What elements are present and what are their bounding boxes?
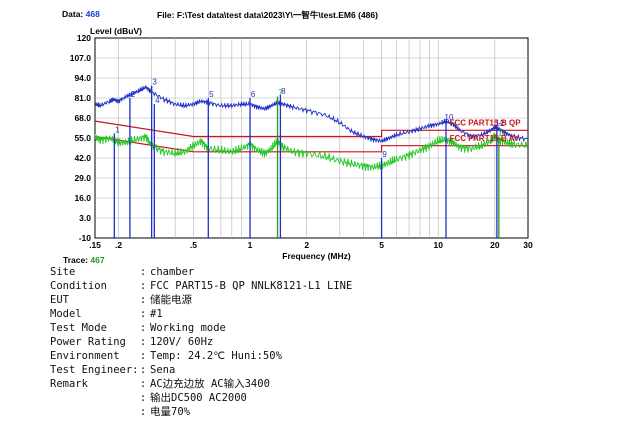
- file-label: File:: [157, 10, 175, 20]
- marker-label: 5: [209, 90, 214, 99]
- info-key: Environment: [50, 350, 120, 362]
- info-row: Condition: FCC PART15-B QP NNLK8121-L1 LI…: [50, 279, 352, 293]
- info-row: EUT: 储能电源: [50, 293, 352, 307]
- info-row: Test Engineer:: Sena: [50, 363, 352, 377]
- info-key: [50, 391, 136, 405]
- info-value: Working mode: [150, 322, 226, 334]
- limit-line: [94, 120, 528, 138]
- marker-label: 1: [115, 125, 120, 134]
- data-series-line: [95, 132, 528, 172]
- info-key: Condition: [50, 280, 107, 292]
- info-row: Power Rating:120V/ 60Hz: [50, 335, 352, 349]
- y-tick-label: 16.0: [74, 193, 91, 203]
- marker-label: 9: [382, 150, 387, 159]
- info-value: Temp: 24.2℃ Huni:50%: [150, 350, 282, 362]
- file-count: (486): [358, 10, 378, 20]
- marker-label: 2: [131, 90, 136, 99]
- marker-label: 3: [152, 78, 157, 87]
- x-axis-label: Frequency (MHz): [282, 251, 351, 261]
- info-key: Power Rating: [50, 336, 126, 348]
- info-colon: :: [139, 406, 147, 418]
- info-value: 输出DC500 AC2000: [150, 392, 247, 404]
- info-value: 储能电源: [150, 294, 192, 306]
- info-colon: :: [139, 364, 147, 376]
- info-key: Remark: [50, 378, 88, 390]
- y-tick-label: 55.0: [74, 133, 91, 143]
- info-row: Test Mode: Working mode: [50, 321, 352, 335]
- x-tick-label: .5: [190, 240, 197, 250]
- x-tick-label: 30: [523, 240, 533, 250]
- info-key: Site: [50, 266, 76, 278]
- data-series-line: [95, 84, 528, 144]
- info-key: Test Engineer:: [50, 364, 139, 376]
- trace-info: Trace: 467: [63, 255, 105, 265]
- info-colon: :: [139, 308, 147, 320]
- trace-label: Trace:: [63, 255, 89, 265]
- data-value: 468: [85, 9, 100, 19]
- info-row: Remark: AC边充边放 AC输入3400: [50, 377, 352, 391]
- x-tick-label: .2: [115, 240, 122, 250]
- y-tick-label: 68.0: [74, 113, 91, 123]
- y-tick-label: 3.0: [79, 213, 91, 223]
- info-value: FCC PART15-B QP NNLK8121-L1 LINE: [150, 280, 353, 292]
- info-key: [50, 405, 136, 419]
- y-axis-label: Level (dBuV): [90, 26, 142, 36]
- marker-label: 7: [278, 88, 283, 97]
- info-colon: :: [139, 378, 147, 390]
- info-value: Sena: [150, 364, 176, 376]
- info-row: : 输出DC500 AC2000: [50, 391, 352, 405]
- trace-value: 467: [90, 255, 105, 265]
- marker-label: 10: [445, 113, 454, 122]
- x-tick-label: 10: [433, 240, 443, 250]
- info-key: EUT: [50, 294, 69, 306]
- marker-label: 12: [495, 119, 504, 128]
- marker-label: 6: [251, 90, 256, 99]
- emission-chart: 120107.094.081.068.055.042.029.016.03.0-…: [70, 26, 533, 261]
- info-colon: :: [139, 266, 147, 278]
- x-tick-label: 1: [248, 240, 253, 250]
- data-label: Data:: [62, 9, 84, 19]
- info-key: Test Mode: [50, 322, 107, 334]
- info-colon: :: [139, 336, 147, 348]
- limit-line: [94, 135, 528, 153]
- marker-label: 4: [155, 96, 160, 105]
- data-count: Data: 468: [62, 9, 100, 19]
- info-row: Environment: Temp: 24.2℃ Huni:50%: [50, 349, 352, 363]
- info-value: 电量70%: [150, 406, 190, 418]
- file-path: F:\Test data\test data\2023\Y\一智牛\test.E…: [176, 10, 356, 20]
- test-info-table: Site: chamber Condition: FCC PART15-B QP NN…: [50, 265, 352, 419]
- info-row: : 电量70%: [50, 405, 352, 419]
- limit-annotation: FCC PART15-B QP: [450, 119, 522, 128]
- file-info: File: F:\Test data\test data\2023\Y\一智牛\…: [157, 9, 378, 21]
- y-tick-label: 107.0: [70, 53, 92, 63]
- info-value: AC边充边放 AC输入3400: [150, 378, 270, 390]
- y-tick-label: 29.0: [74, 173, 91, 183]
- info-row: Model: #1: [50, 307, 352, 321]
- info-value: chamber: [150, 266, 195, 278]
- y-tick-label: 120: [77, 33, 91, 43]
- y-tick-label: -10: [79, 233, 92, 243]
- info-colon: :: [139, 322, 147, 334]
- info-key: Model: [50, 308, 82, 320]
- info-value: #1: [150, 308, 163, 320]
- y-tick-label: 42.0: [74, 153, 91, 163]
- info-colon: :: [139, 294, 147, 306]
- x-tick-label: 5: [379, 240, 384, 250]
- x-tick-label: .15: [89, 240, 101, 250]
- x-tick-label: 2: [304, 240, 309, 250]
- x-tick-label: 20: [490, 240, 500, 250]
- info-row: Site: chamber: [50, 265, 352, 279]
- marker-label: 8: [281, 87, 286, 96]
- y-tick-label: 94.0: [74, 73, 91, 83]
- info-value: 120V/ 60Hz: [150, 336, 214, 348]
- info-colon: :: [139, 392, 147, 404]
- limit-annotation: FCC PART15-B AV: [450, 134, 520, 143]
- info-colon: :: [139, 350, 147, 362]
- marker-label: 11: [498, 128, 507, 137]
- info-colon: :: [139, 280, 147, 292]
- y-tick-label: 81.0: [74, 93, 91, 103]
